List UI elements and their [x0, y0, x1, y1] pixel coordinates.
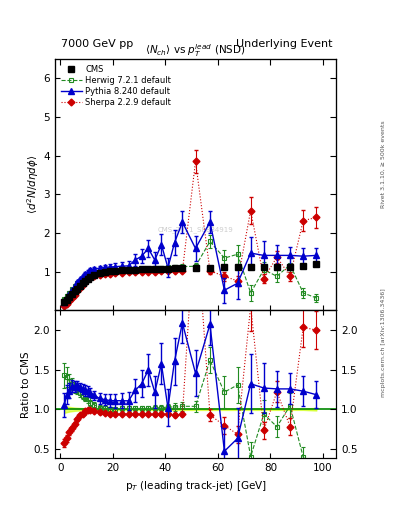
- Text: mcplots.cern.ch [arXiv:1306.3436]: mcplots.cern.ch [arXiv:1306.3436]: [381, 289, 386, 397]
- Text: 7000 GeV pp: 7000 GeV pp: [61, 38, 133, 49]
- X-axis label: p$_T$ (leading track-jet) [GeV]: p$_T$ (leading track-jet) [GeV]: [125, 479, 266, 493]
- Text: CMS_2011_S8884919: CMS_2011_S8884919: [158, 226, 233, 233]
- Y-axis label: $\langle d^2 N/d\eta d\phi \rangle$: $\langle d^2 N/d\eta d\phi \rangle$: [25, 155, 41, 214]
- Text: Underlying Event: Underlying Event: [235, 38, 332, 49]
- Title: $\langle N_{ch}\rangle$ vs $p_T^{lead}$ (NSD): $\langle N_{ch}\rangle$ vs $p_T^{lead}$ …: [145, 42, 246, 59]
- Y-axis label: Ratio to CMS: Ratio to CMS: [21, 351, 31, 418]
- Legend: CMS, Herwig 7.2.1 default, Pythia 8.240 default, Sherpa 2.2.9 default: CMS, Herwig 7.2.1 default, Pythia 8.240 …: [59, 63, 173, 109]
- Text: Rivet 3.1.10, ≥ 500k events: Rivet 3.1.10, ≥ 500k events: [381, 120, 386, 208]
